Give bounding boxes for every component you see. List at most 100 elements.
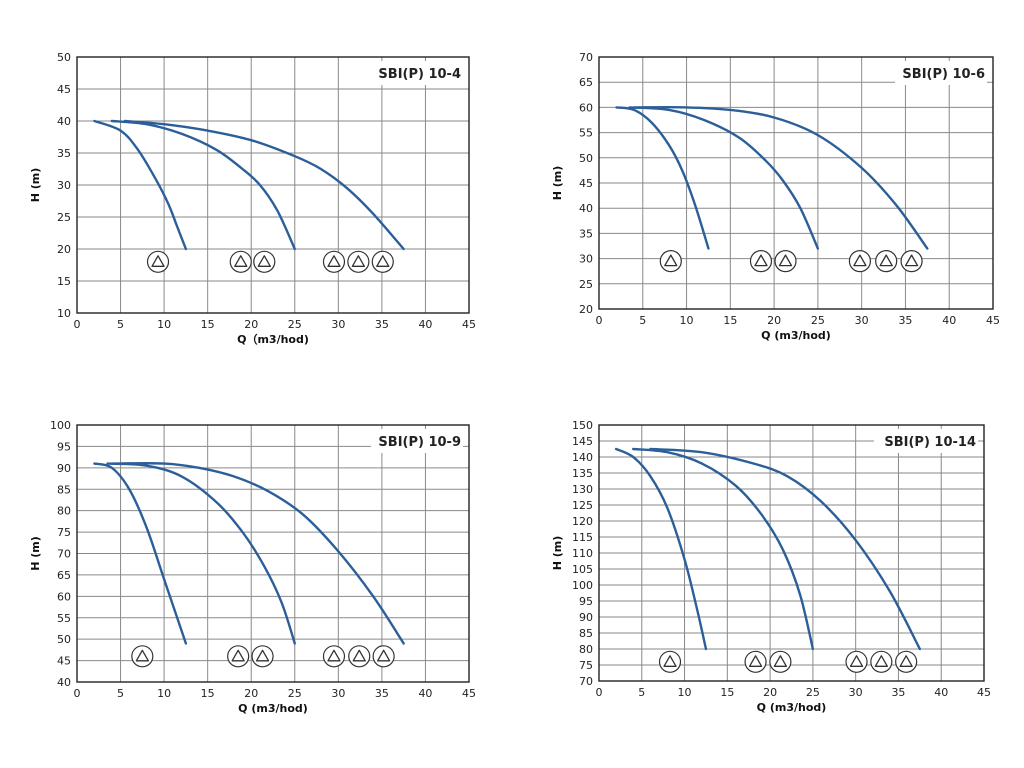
x-tick-label: 5: [117, 318, 124, 331]
chart-title: SBI(P) 10-14: [884, 435, 976, 450]
pump-symbol-icon: [895, 650, 918, 673]
x-tick-label: 30: [331, 318, 345, 331]
x-tick-label: 45: [977, 686, 991, 699]
chart-title-background: [371, 61, 463, 85]
x-tick-label: 20: [767, 314, 781, 327]
y-tick-label: 20: [57, 243, 71, 256]
y-tick-label: 55: [579, 127, 593, 140]
y-tick-label: 90: [57, 462, 71, 475]
x-tick-label: 15: [720, 686, 734, 699]
y-tick-label: 20: [579, 303, 593, 316]
y-tick-label: 70: [579, 51, 593, 64]
x-tick-label: 15: [723, 314, 737, 327]
pump-symbol-icon: [371, 250, 394, 273]
pump-curve-2: [110, 119, 296, 251]
pump-symbol-icon: [658, 650, 682, 673]
y-tick-label: 30: [57, 179, 71, 192]
pump-symbol-icon: [744, 650, 767, 673]
plot-frame: [76, 56, 470, 314]
y-tick-label: 75: [57, 526, 71, 539]
y-tick-label: 115: [572, 531, 593, 544]
pump-symbol-icon: [347, 250, 370, 273]
x-tick-label: 10: [157, 318, 171, 331]
x-tick-label: 30: [849, 686, 863, 699]
x-tick-label: 0: [74, 318, 81, 331]
y-tick-label: 50: [579, 152, 593, 165]
pump-symbol-icon: [131, 645, 154, 668]
x-tick-label: 30: [331, 687, 345, 700]
y-tick-label: 40: [57, 115, 71, 128]
y-tick-label: 95: [579, 595, 593, 608]
pump-curve-3: [632, 106, 929, 250]
pump-symbol-icon: [875, 250, 898, 273]
y-tick-label: 45: [57, 655, 71, 668]
y-tick-label: 105: [572, 563, 593, 576]
y-tick-label: 40: [579, 202, 593, 215]
y-tick-label: 25: [57, 211, 71, 224]
x-tick-label: 40: [934, 686, 948, 699]
chart-title-box: SBI(P) 10-6: [895, 61, 987, 85]
pump-symbol-icon: [848, 250, 872, 273]
y-tick-label: 145: [572, 435, 593, 448]
y-tick-label: 60: [579, 101, 593, 114]
y-tick-label: 85: [57, 483, 71, 496]
x-tick-label: 35: [891, 686, 905, 699]
x-axis-label: Q（m3/hod): [237, 333, 309, 346]
chart-title-background: [371, 429, 463, 453]
pump-curve-2: [632, 447, 815, 651]
x-tick-label: 45: [462, 687, 476, 700]
pump-symbol-icon: [870, 650, 893, 673]
x-tick-label: 25: [806, 686, 820, 699]
x-tick-label: 5: [117, 687, 124, 700]
y-tick-label: 25: [579, 278, 593, 291]
y-tick-label: 55: [57, 612, 71, 625]
y-tick-label: 85: [579, 627, 593, 640]
x-tick-label: 25: [288, 687, 302, 700]
x-tick-label: 0: [596, 314, 603, 327]
y-tick-label: 150: [572, 419, 593, 432]
y-tick-label: 120: [572, 515, 593, 528]
pump-curve-3: [649, 447, 922, 651]
y-axis-label: H (m): [29, 168, 42, 203]
pump-symbol-icon: [774, 250, 797, 273]
x-tick-label: 10: [680, 314, 694, 327]
y-tick-label: 35: [57, 147, 71, 160]
y-tick-label: 35: [579, 227, 593, 240]
x-tick-label: 15: [201, 318, 215, 331]
pump-symbol-icon: [900, 250, 923, 273]
x-tick-label: 45: [462, 318, 476, 331]
x-tick-label: 15: [201, 687, 215, 700]
y-tick-label: 15: [57, 275, 71, 288]
x-tick-label: 35: [375, 318, 389, 331]
y-tick-label: 125: [572, 499, 593, 512]
chart-title: SBI(P) 10-4: [378, 67, 461, 82]
pump-symbol-icon: [251, 645, 274, 668]
x-tick-label: 25: [811, 314, 825, 327]
y-axis-label: H (m): [29, 536, 42, 571]
y-tick-label: 140: [572, 451, 593, 464]
y-tick-label: 65: [579, 76, 593, 89]
y-tick-label: 65: [57, 569, 71, 582]
x-tick-label: 35: [898, 314, 912, 327]
grid: [598, 424, 985, 682]
pump-curve-3: [123, 119, 405, 251]
plot-frame: [598, 56, 994, 310]
y-tick-label: 40: [57, 676, 71, 689]
x-tick-label: 5: [639, 314, 646, 327]
pump-symbol-icon: [845, 650, 868, 673]
y-tick-label: 100: [50, 419, 71, 432]
pump-symbol-icon: [769, 650, 792, 673]
y-axis-label: H (m): [551, 166, 564, 201]
pump-curve-1: [615, 106, 710, 250]
plot-frame: [76, 424, 470, 683]
chart-title-box: SBI(P) 10-9: [371, 429, 463, 453]
y-tick-label: 60: [57, 590, 71, 603]
pump-symbol-icon: [227, 645, 250, 668]
y-tick-label: 45: [579, 177, 593, 190]
pump-symbol-icon: [348, 645, 371, 668]
x-tick-label: 40: [418, 318, 432, 331]
plot-frame: [598, 424, 985, 682]
chart-title-box: SBI(P) 10-4: [371, 61, 463, 85]
